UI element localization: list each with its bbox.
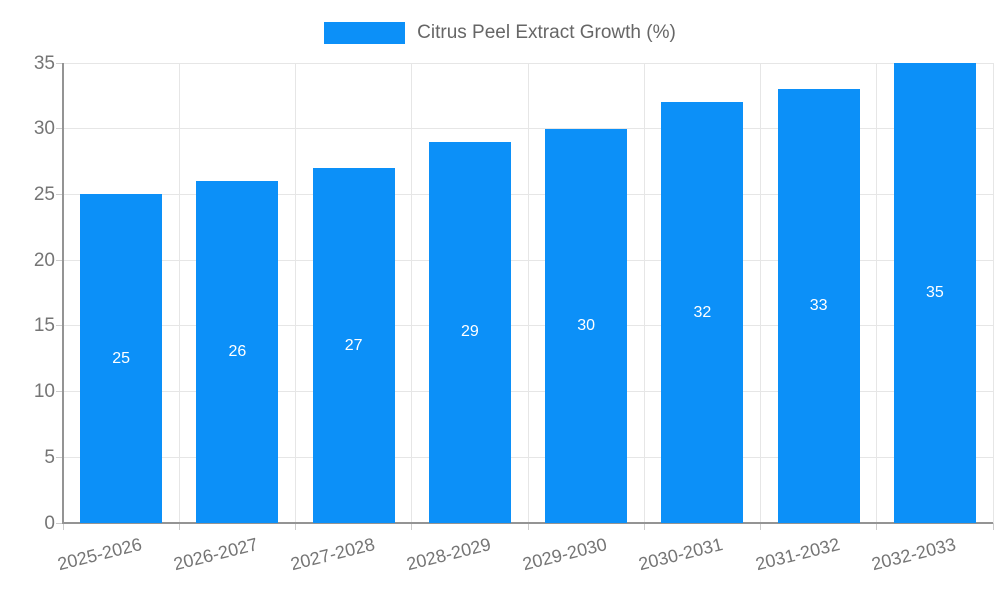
bar-2027-2028[interactable] [312,168,395,523]
x-tick-mark [760,523,761,530]
chart-legend[interactable]: Citrus Peel Extract Growth (%) [0,21,1000,45]
x-tick-mark [178,523,180,530]
x-tick-mark [62,523,64,530]
bar-2029-2030[interactable] [545,128,628,523]
y-tick-mark [56,522,63,524]
bar-2028-2029[interactable] [428,141,511,523]
y-axis-line [62,63,64,524]
x-gridline [876,63,878,523]
x-tick-mark [411,523,413,530]
y-axis-tick-label: 25 [33,183,55,205]
y-axis-tick-label: 0 [44,512,55,534]
x-gridline [295,63,296,523]
bar-value-label: 26 [228,343,247,361]
y-axis-tick-label: 15 [33,315,55,337]
bar-2032-2033[interactable] [893,63,976,523]
x-tick-mark [643,523,645,530]
y-tick-mark [56,391,63,393]
x-gridline [760,63,761,523]
bar-value-label: 27 [344,336,363,354]
bar-2030-2031[interactable] [661,102,744,523]
y-tick-mark [56,62,63,64]
legend-label: Citrus Peel Extract Growth (%) [417,22,676,43]
bar-2031-2032[interactable] [777,89,860,523]
bar-2026-2027[interactable] [196,181,279,523]
y-tick-mark [56,193,63,195]
x-gridline [527,63,529,523]
y-axis-tick-label: 10 [33,381,55,403]
legend-swatch-icon [324,22,406,44]
x-axis-line [63,522,993,524]
x-tick-mark [876,523,878,530]
bar-value-label: 25 [112,349,131,367]
bar-value-label: 29 [460,323,479,341]
y-tick-mark [56,259,63,261]
bar-value-label: 35 [925,284,944,301]
bar-2025-2026[interactable] [80,194,163,523]
y-axis-tick-label: 30 [33,118,55,140]
y-axis-tick-label: 35 [33,52,55,74]
y-tick-mark [56,128,63,130]
x-tick-mark [527,523,529,530]
bar-value-label: 33 [809,297,828,315]
x-gridline [411,63,413,523]
y-tick-mark [56,456,63,458]
x-gridline [992,63,994,523]
y-axis-tick-label: 20 [33,249,55,271]
y-axis-tick-label: 5 [44,446,55,468]
bar-value-label: 32 [693,303,712,321]
x-gridline [643,63,645,523]
x-gridline [178,63,180,523]
x-tick-mark [295,523,296,530]
y-tick-mark [56,325,63,327]
x-tick-mark [992,523,994,530]
bar-value-label: 30 [577,316,596,334]
